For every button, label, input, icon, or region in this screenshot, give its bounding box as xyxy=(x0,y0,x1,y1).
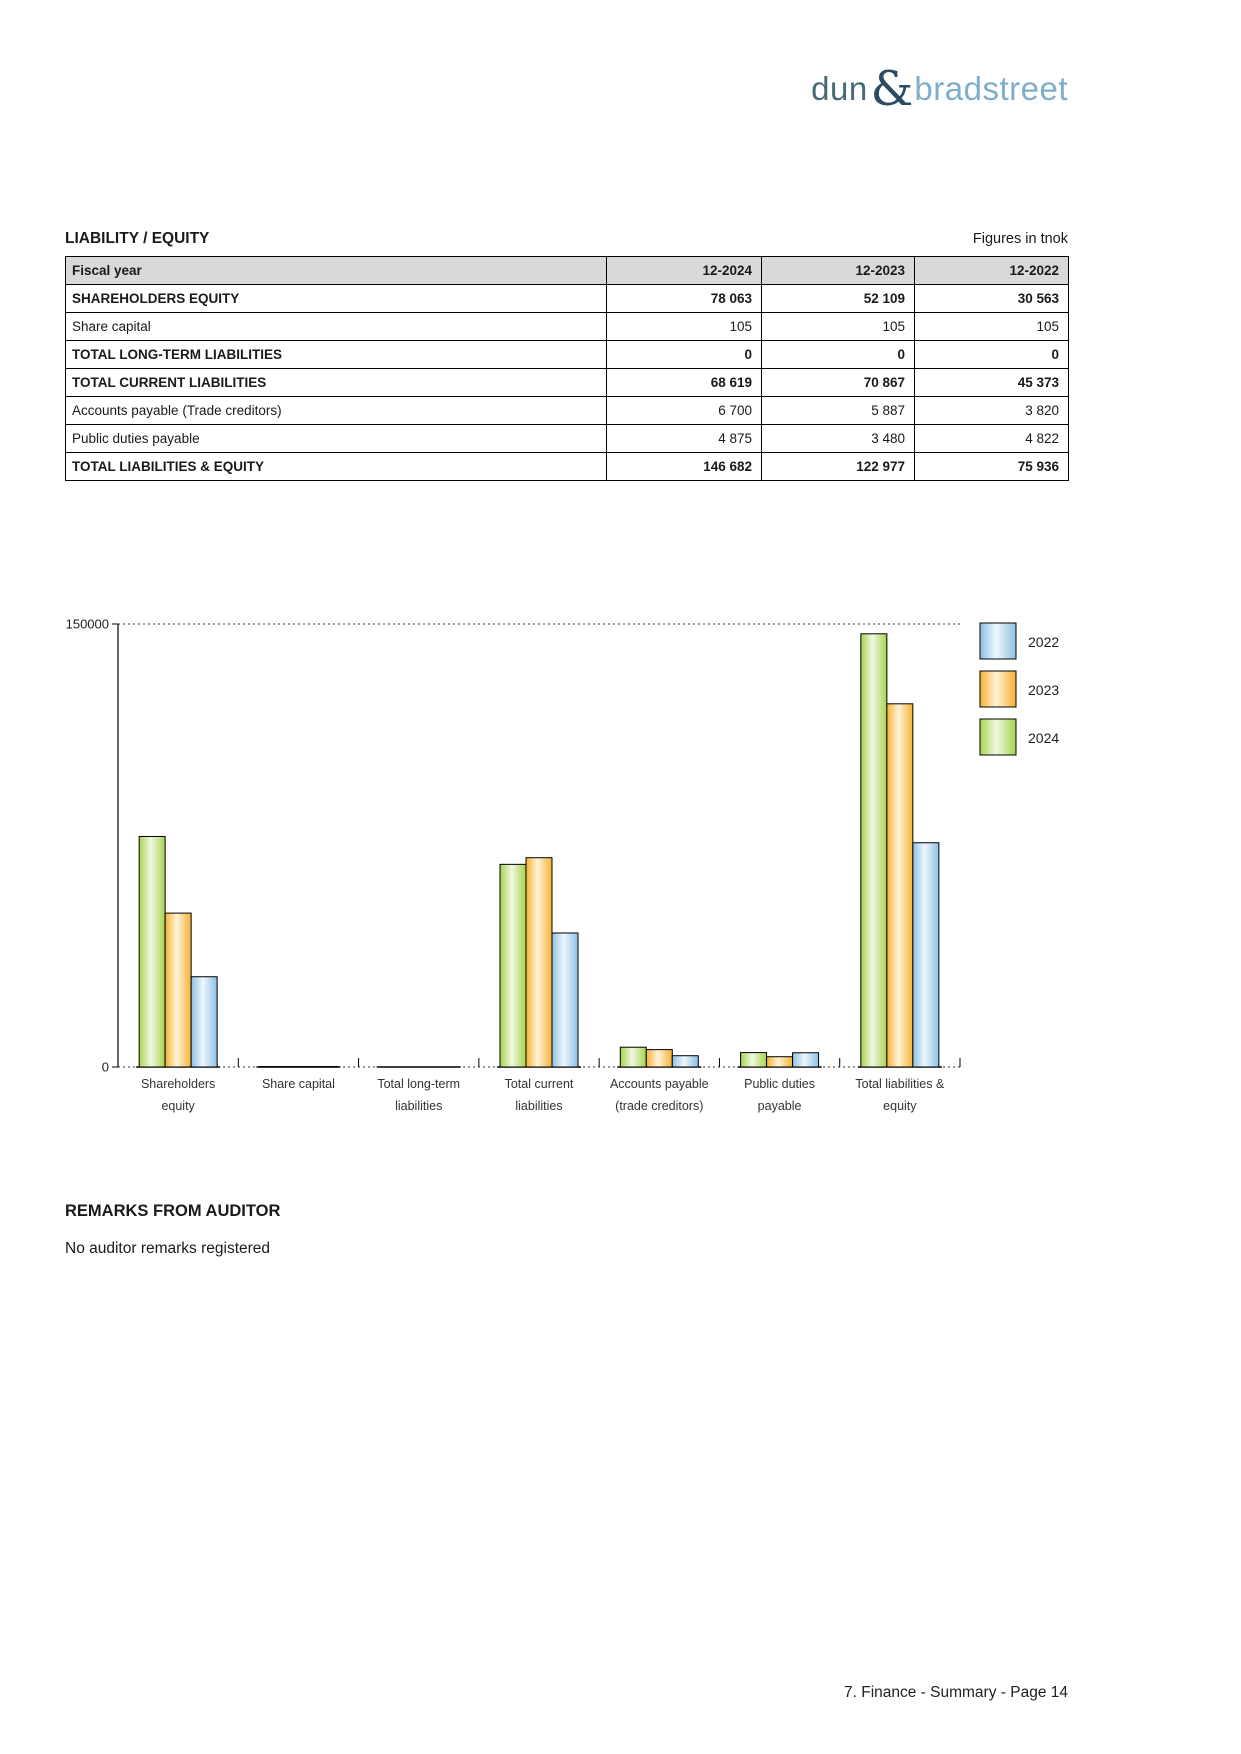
footer-page-label: 7. Finance - Summary - Page 14 xyxy=(844,1684,1068,1701)
table-row: TOTAL LIABILITIES & EQUITY 146 682 122 977… xyxy=(65,452,1069,481)
value-cell: 68 619 xyxy=(606,368,762,397)
legend-swatch-2023 xyxy=(979,670,1017,708)
value-cell: 0 xyxy=(606,340,762,369)
dun-bradstreet-logo: dun & bradstreet xyxy=(811,61,1068,117)
x-category-label: Total current xyxy=(505,1077,574,1091)
bar-2023 xyxy=(284,1066,312,1068)
header-cell: 12-2023 xyxy=(761,256,915,285)
value-cell: 5 887 xyxy=(761,396,915,425)
value-cell: 75 936 xyxy=(914,452,1069,481)
row-label-cell: Accounts payable (Trade creditors) xyxy=(65,396,607,425)
bar-2022 xyxy=(190,976,218,1068)
bar-2024 xyxy=(860,633,888,1068)
legend-label-2023: 2023 xyxy=(1028,682,1059,698)
table-row: TOTAL LONG-TERM LIABILITIES 0 0 0 xyxy=(65,340,1069,369)
table-row: TOTAL CURRENT LIABILITIES 68 619 70 867 45 … xyxy=(65,368,1069,397)
table-row: Accounts payable (Trade creditors) 6 700 5… xyxy=(65,396,1069,425)
bar-2024 xyxy=(499,863,527,1068)
bar-2022 xyxy=(310,1066,338,1068)
value-cell: 0 xyxy=(914,340,1069,369)
liability-equity-table: Fiscal year 12-2024 12-2023 12-2022 SHAREHO… xyxy=(65,256,1069,481)
x-category-label: equity xyxy=(161,1099,195,1113)
table-row: Share capital 105 105 105 xyxy=(65,312,1069,341)
table-header-row: Fiscal year 12-2024 12-2023 12-2022 xyxy=(65,256,1069,285)
value-cell: 146 682 xyxy=(606,452,762,481)
legend-label-2022: 2022 xyxy=(1028,634,1059,650)
bar-2023 xyxy=(766,1056,794,1068)
value-cell: 122 977 xyxy=(761,452,915,481)
x-category-label: Shareholders xyxy=(141,1077,215,1091)
legend-label-2024: 2024 xyxy=(1028,730,1059,746)
value-cell: 4 822 xyxy=(914,424,1069,453)
remarks-text: No auditor remarks registered xyxy=(65,1240,271,1257)
logo-text-dun: dun xyxy=(811,70,868,108)
value-cell: 105 xyxy=(606,312,762,341)
value-cell: 0 xyxy=(761,340,915,369)
value-cell: 6 700 xyxy=(606,396,762,425)
value-cell: 52 109 xyxy=(761,284,915,313)
y-tick-label: 150000 xyxy=(66,617,109,632)
logo-text-bradstreet: bradstreet xyxy=(914,70,1068,108)
bar-2023 xyxy=(525,857,553,1068)
bar-2022 xyxy=(792,1052,820,1068)
bar-2022 xyxy=(551,932,579,1068)
x-category-label: payable xyxy=(758,1099,802,1113)
row-label-cell: Share capital xyxy=(65,312,607,341)
bar-2024 xyxy=(619,1046,647,1068)
x-category-label: Total long-term xyxy=(377,1077,460,1091)
remarks-title: REMARKS FROM AUDITOR xyxy=(65,1202,281,1220)
value-cell: 70 867 xyxy=(761,368,915,397)
section-title: LIABILITY / EQUITY xyxy=(65,230,210,247)
x-category-label: liabilities xyxy=(515,1099,562,1113)
bar-2022 xyxy=(671,1055,699,1068)
bar-2023 xyxy=(164,912,192,1068)
table-row: Public duties payable 4 875 3 480 4 822 xyxy=(65,424,1069,453)
row-label-cell: TOTAL LIABILITIES & EQUITY xyxy=(65,452,607,481)
value-cell: 4 875 xyxy=(606,424,762,453)
unit-note: Figures in tnok xyxy=(972,231,1068,247)
bar-2023 xyxy=(886,703,914,1068)
x-category-label: liabilities xyxy=(395,1099,442,1113)
header-cell: Fiscal year xyxy=(65,256,607,285)
x-category-label: equity xyxy=(883,1099,917,1113)
liability-equity-table-wrap: Fiscal year 12-2024 12-2023 12-2022 SHAREHO… xyxy=(65,256,1069,481)
x-category-label: Total liabilities & xyxy=(855,1077,945,1091)
value-cell: 3 480 xyxy=(761,424,915,453)
row-label-cell: TOTAL CURRENT LIABILITIES xyxy=(65,368,607,397)
row-label-cell: Public duties payable xyxy=(65,424,607,453)
row-label-cell: SHAREHOLDERS EQUITY xyxy=(65,284,607,313)
legend-swatch-2022 xyxy=(979,622,1017,660)
logo-ampersand-icon: & xyxy=(870,61,914,117)
row-label-cell: TOTAL LONG-TERM LIABILITIES xyxy=(65,340,607,369)
bar-2024 xyxy=(258,1066,286,1068)
x-category-label: Public duties xyxy=(744,1077,815,1091)
value-cell: 3 820 xyxy=(914,396,1069,425)
x-category-label: (trade creditors) xyxy=(615,1099,703,1113)
bar-chart: 150000 0 Shareholders equity Share capital To… xyxy=(66,617,1060,1114)
bar-2024 xyxy=(138,835,166,1068)
value-cell: 78 063 xyxy=(606,284,762,313)
y-tick-label: 0 xyxy=(102,1060,109,1075)
value-cell: 30 563 xyxy=(914,284,1069,313)
legend-swatch-2024 xyxy=(979,718,1017,756)
value-cell: 45 373 xyxy=(914,368,1069,397)
bar-2023 xyxy=(645,1049,673,1068)
bar-2022 xyxy=(912,842,940,1068)
header-cell: 12-2022 xyxy=(914,256,1069,285)
value-cell: 105 xyxy=(914,312,1069,341)
x-category-label: Share capital xyxy=(262,1077,335,1091)
bar-2024 xyxy=(740,1052,768,1068)
table-row: SHAREHOLDERS EQUITY 78 063 52 109 30 563 xyxy=(65,284,1069,313)
value-cell: 105 xyxy=(761,312,915,341)
x-category-label: Accounts payable xyxy=(610,1077,709,1091)
header-cell: 12-2024 xyxy=(606,256,762,285)
